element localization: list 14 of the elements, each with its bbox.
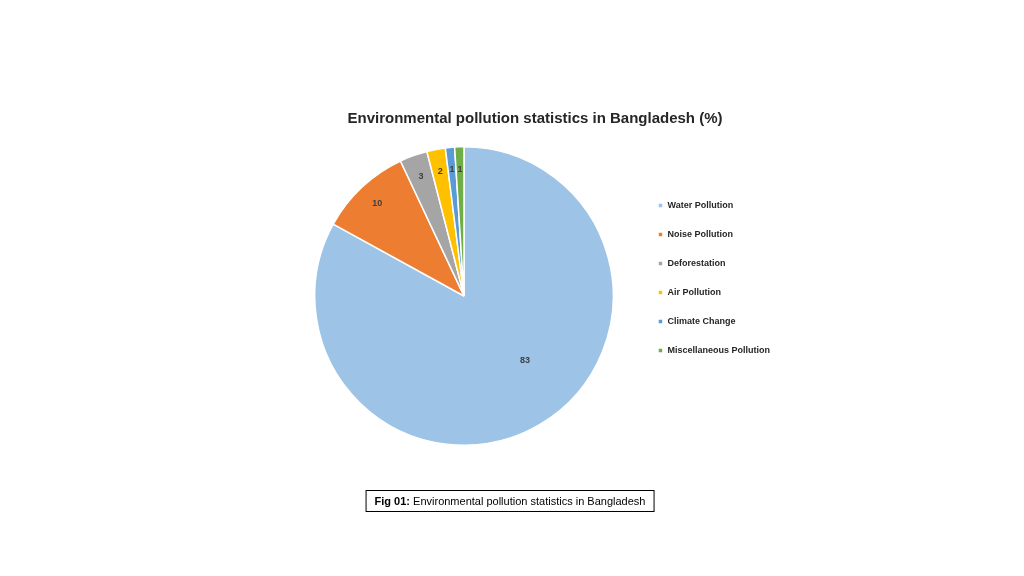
- legend-label: Air Pollution: [667, 286, 721, 297]
- caption: Fig 01: Environmental pollution statistics in Bangladesh: [365, 490, 655, 512]
- data-label: 83: [519, 354, 530, 365]
- legend-label: Deforestation: [667, 257, 726, 268]
- legend-label: Climate Change: [667, 315, 736, 326]
- data-label: 2: [437, 165, 443, 176]
- data-label: 10: [372, 198, 383, 209]
- legend-label: Noise Pollution: [667, 228, 733, 239]
- legend-label: Water Pollution: [667, 199, 734, 210]
- data-label: 3: [418, 171, 424, 182]
- data-label: 1: [457, 163, 463, 174]
- chart-title: Environmental pollution statistics in Bangladesh (%): [347, 109, 723, 127]
- data-label: 1: [449, 164, 455, 175]
- legend-label: Miscellaneous Pollution: [667, 344, 770, 355]
